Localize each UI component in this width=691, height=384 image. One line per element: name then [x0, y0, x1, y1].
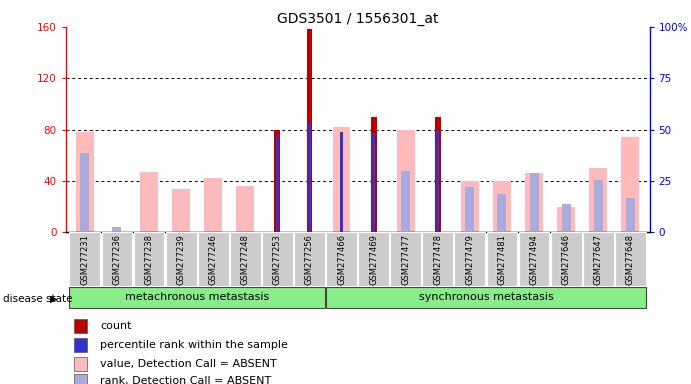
Text: GSM277469: GSM277469 — [369, 234, 378, 285]
Bar — [102, 232, 133, 286]
Bar — [621, 137, 639, 232]
Bar — [205, 179, 222, 232]
Text: GSM277256: GSM277256 — [305, 234, 314, 285]
Text: synchronous metastasis: synchronous metastasis — [419, 292, 553, 302]
Bar — [133, 232, 164, 286]
Bar — [140, 172, 158, 232]
Bar — [436, 130, 439, 232]
Bar — [276, 135, 279, 232]
Text: GSM277231: GSM277231 — [80, 234, 89, 285]
Bar — [551, 232, 582, 286]
Bar — [70, 232, 100, 286]
Bar — [74, 319, 87, 333]
Bar — [422, 232, 453, 286]
Bar — [626, 198, 635, 232]
Bar — [558, 207, 575, 232]
Text: GSM277479: GSM277479 — [465, 234, 475, 285]
Bar — [80, 153, 89, 232]
Text: disease state: disease state — [3, 294, 73, 304]
Bar — [198, 232, 229, 286]
Bar — [358, 232, 389, 286]
Text: GSM277494: GSM277494 — [529, 234, 538, 285]
Text: GSM277646: GSM277646 — [562, 234, 571, 285]
Bar — [455, 232, 485, 286]
Bar — [294, 232, 325, 286]
Bar — [262, 232, 293, 286]
Bar — [397, 130, 415, 232]
Text: GSM277238: GSM277238 — [144, 234, 153, 285]
Bar — [465, 187, 474, 232]
Bar — [589, 168, 607, 232]
Bar — [372, 134, 375, 232]
Bar — [76, 132, 94, 232]
Bar — [70, 287, 325, 308]
Bar — [435, 117, 441, 232]
Bar — [274, 130, 281, 232]
Text: value, Detection Call = ABSENT: value, Detection Call = ABSENT — [100, 359, 276, 369]
Text: rank, Detection Call = ABSENT: rank, Detection Call = ABSENT — [100, 376, 271, 384]
Text: GSM277648: GSM277648 — [626, 234, 635, 285]
Text: GSM277466: GSM277466 — [337, 234, 346, 285]
Bar — [74, 357, 87, 371]
Text: metachronous metastasis: metachronous metastasis — [125, 292, 269, 302]
Bar — [74, 338, 87, 352]
Bar — [172, 189, 190, 232]
Bar — [498, 194, 507, 232]
Bar — [594, 180, 603, 232]
Bar — [493, 181, 511, 232]
Bar — [308, 123, 311, 232]
Bar — [74, 374, 87, 384]
Text: GSM277477: GSM277477 — [401, 234, 410, 285]
Bar — [166, 232, 196, 286]
Bar — [326, 287, 645, 308]
Bar — [390, 232, 421, 286]
Text: GSM277478: GSM277478 — [433, 234, 442, 285]
Bar — [307, 30, 312, 232]
Bar — [113, 227, 122, 232]
Bar — [583, 232, 614, 286]
Bar — [333, 127, 350, 232]
Text: GSM277248: GSM277248 — [240, 234, 250, 285]
Bar — [401, 170, 410, 232]
Bar — [371, 117, 377, 232]
Bar — [340, 132, 343, 232]
Text: GSM277246: GSM277246 — [209, 234, 218, 285]
Text: GSM277647: GSM277647 — [594, 234, 603, 285]
Text: count: count — [100, 321, 131, 331]
Bar — [326, 232, 357, 286]
Text: ▶: ▶ — [50, 294, 57, 304]
Bar — [519, 232, 549, 286]
Text: GSM277253: GSM277253 — [273, 234, 282, 285]
Bar — [236, 186, 254, 232]
Text: GSM277236: GSM277236 — [113, 234, 122, 285]
Text: GSM277239: GSM277239 — [177, 234, 186, 285]
Bar — [486, 232, 518, 286]
Bar — [461, 181, 479, 232]
Title: GDS3501 / 1556301_at: GDS3501 / 1556301_at — [277, 12, 438, 26]
Bar — [529, 173, 538, 232]
Bar — [562, 204, 571, 232]
Text: GSM277481: GSM277481 — [498, 234, 507, 285]
Bar — [615, 232, 645, 286]
Text: percentile rank within the sample: percentile rank within the sample — [100, 340, 287, 350]
Bar — [525, 173, 543, 232]
Bar — [230, 232, 261, 286]
